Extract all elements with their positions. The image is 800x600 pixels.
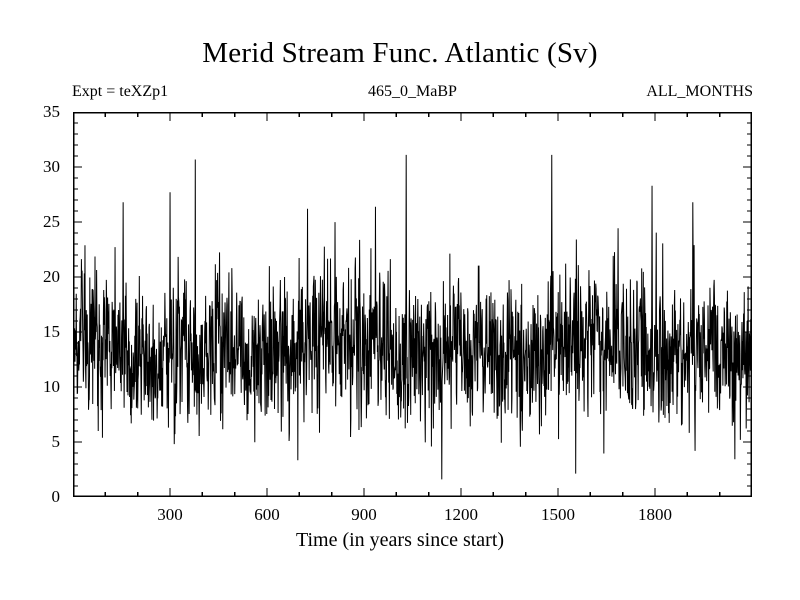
y-tick-label: 15	[43, 322, 60, 341]
plot-area	[73, 112, 752, 497]
chart-title: Merid Stream Func. Atlantic (Sv)	[202, 37, 598, 69]
x-tick-label: 1800	[638, 505, 672, 524]
data-series-group	[73, 154, 752, 480]
axes-group	[73, 112, 752, 497]
y-tick-label: 5	[51, 432, 61, 451]
x-tick-label: 600	[254, 505, 280, 524]
y-tick-label: 30	[43, 157, 60, 176]
y-tick-label: 20	[43, 267, 60, 286]
subtitle-row: Expt = teXZp1 465_0_MaBP ALL_MONTHS	[72, 82, 753, 102]
y-tick-label: 25	[43, 212, 60, 231]
plot-canvas	[73, 112, 752, 497]
months-label: ALL_MONTHS	[646, 83, 753, 100]
time-period-label: 465_0_MaBP	[368, 83, 457, 100]
x-tick-label: 1200	[444, 505, 478, 524]
experiment-label: Expt = teXZp1	[72, 83, 169, 100]
x-tick-label: 300	[157, 505, 183, 524]
x-tick-label: 1500	[541, 505, 575, 524]
y-tick-label: 10	[43, 377, 60, 396]
x-axis-title: Time (in years since start)	[295, 529, 505, 551]
y-tick-label: 35	[43, 102, 60, 121]
timeseries-line	[73, 154, 752, 480]
x-tick-label: 900	[351, 505, 377, 524]
y-tick-label: 0	[51, 487, 61, 506]
